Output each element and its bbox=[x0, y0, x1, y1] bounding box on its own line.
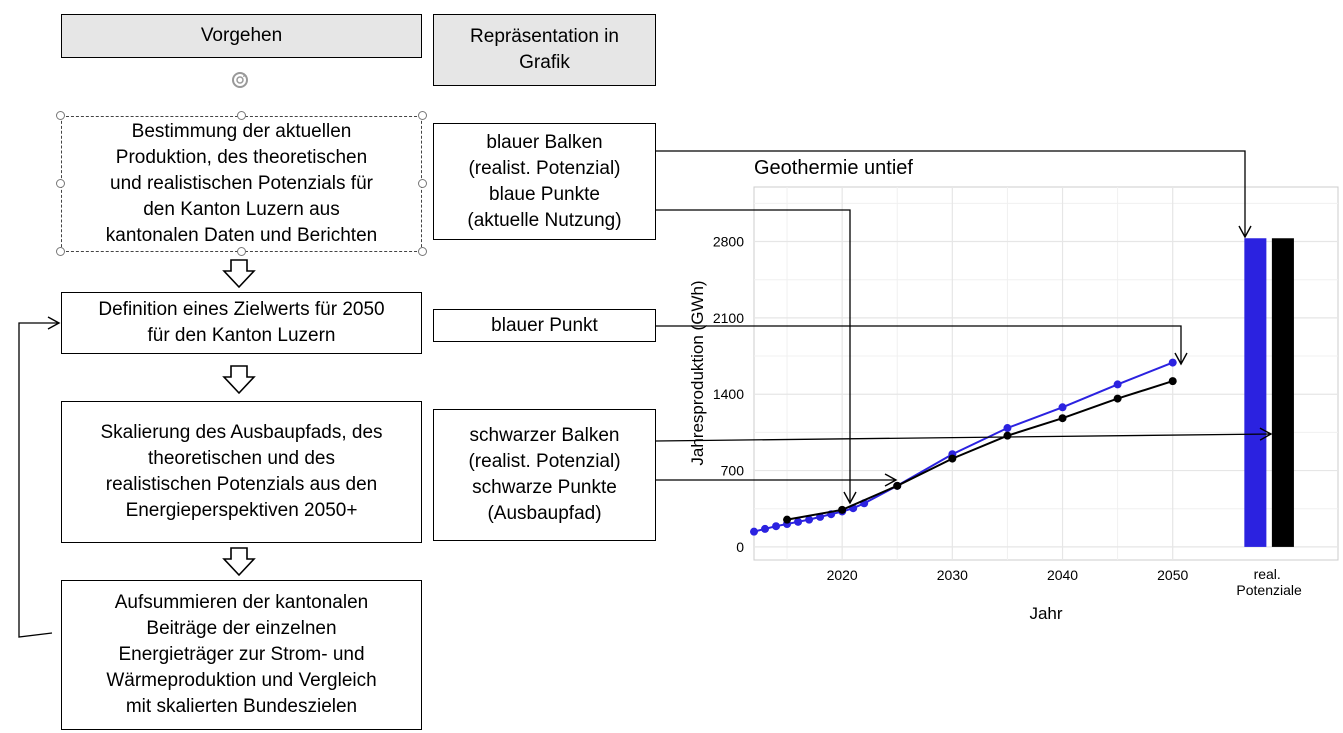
step-2-text: Definition eines Zielwerts für 2050 für … bbox=[98, 299, 385, 346]
step-1-text: Bestimmung der aktuellen Produktion, des… bbox=[105, 121, 378, 246]
representation-3-box[interactable]: schwarzer Balken (realist. Potenzial) sc… bbox=[433, 409, 656, 541]
chart-marks bbox=[750, 238, 1294, 547]
header-vorgehen: Vorgehen bbox=[61, 14, 422, 58]
series-point bbox=[805, 515, 814, 524]
geothermie-chart: Geothermie untief 2020 2030 2040 2050 0 700 14… bbox=[690, 157, 1339, 623]
series-point bbox=[1113, 380, 1122, 389]
x-axis-label: Jahr bbox=[1029, 604, 1062, 623]
y-tick-label: 2100 bbox=[713, 310, 744, 326]
down-arrow-icon bbox=[222, 547, 256, 577]
series-point bbox=[750, 527, 758, 536]
y-tick-label: 700 bbox=[721, 463, 745, 479]
series-point bbox=[772, 522, 781, 531]
step-1-box[interactable]: Bestimmung der aktuellen Produktion, des… bbox=[61, 116, 422, 252]
x-tick-label: 2030 bbox=[937, 567, 968, 583]
selection-handle[interactable] bbox=[418, 111, 427, 120]
selection-handle[interactable] bbox=[56, 179, 65, 188]
selection-handle[interactable] bbox=[237, 247, 246, 256]
x-tick-label: 2020 bbox=[827, 567, 858, 583]
potential-bar bbox=[1271, 238, 1294, 547]
x-tick-label: 2040 bbox=[1047, 567, 1078, 583]
series-point bbox=[794, 517, 803, 526]
series-point bbox=[1003, 424, 1012, 433]
y-tick-label: 0 bbox=[736, 539, 744, 555]
series-point bbox=[783, 515, 792, 524]
y-tick-label: 1400 bbox=[713, 386, 744, 402]
step-4-text: Aufsummieren der kantonalen Beiträge der… bbox=[106, 592, 377, 717]
series-point bbox=[1003, 431, 1012, 440]
feedback-loop-arrow bbox=[18, 316, 61, 638]
series-point bbox=[761, 524, 770, 533]
step-2-box[interactable]: Definition eines Zielwerts für 2050 für … bbox=[61, 292, 422, 354]
step-4-box[interactable]: Aufsummieren der kantonalen Beiträge der… bbox=[61, 580, 422, 730]
header-vorgehen-label: Vorgehen bbox=[200, 25, 283, 46]
header-representation-label: Repräsentation in Grafik bbox=[470, 26, 619, 73]
step-3-text: Skalierung des Ausbaupfads, des theoreti… bbox=[100, 422, 383, 521]
selection-handle[interactable] bbox=[237, 111, 246, 120]
series-point bbox=[1168, 377, 1177, 386]
series-point bbox=[838, 505, 847, 514]
series-point bbox=[948, 454, 957, 463]
series-point bbox=[893, 481, 902, 490]
step-3-box[interactable]: Skalierung des Ausbaupfads, des theoreti… bbox=[61, 401, 422, 543]
bar-category-label: real. Potenziale bbox=[1236, 566, 1302, 598]
selection-handle[interactable] bbox=[56, 111, 65, 120]
y-axis-label: Jahresproduktion (GWh) bbox=[690, 280, 707, 465]
down-arrow-icon bbox=[222, 365, 256, 395]
series-point bbox=[1058, 403, 1067, 412]
series-point bbox=[1058, 414, 1067, 423]
chart-title: Geothermie untief bbox=[754, 157, 913, 179]
representation-2-box[interactable]: blauer Punkt bbox=[433, 309, 656, 342]
selection-handle[interactable] bbox=[418, 247, 427, 256]
y-tick-label: 2800 bbox=[713, 234, 744, 250]
series-line bbox=[786, 380, 1174, 521]
series-point bbox=[1168, 358, 1177, 367]
rotate-handle-icon[interactable] bbox=[230, 70, 250, 90]
series-point bbox=[1113, 394, 1122, 403]
potential-bar bbox=[1244, 238, 1267, 547]
down-arrow-icon bbox=[222, 259, 256, 289]
representation-1-text: blauer Balken (realist. Potenzial) blaue… bbox=[467, 131, 622, 231]
representation-1-box[interactable]: blauer Balken (realist. Potenzial) blaue… bbox=[433, 123, 656, 240]
x-tick-label: 2050 bbox=[1157, 567, 1188, 583]
selection-handle[interactable] bbox=[56, 247, 65, 256]
representation-3-text: schwarzer Balken (realist. Potenzial) sc… bbox=[468, 425, 621, 524]
header-representation: Repräsentation in Grafik bbox=[433, 14, 656, 86]
selection-handle[interactable] bbox=[418, 179, 427, 188]
representation-2-text: blauer Punkt bbox=[491, 314, 598, 336]
